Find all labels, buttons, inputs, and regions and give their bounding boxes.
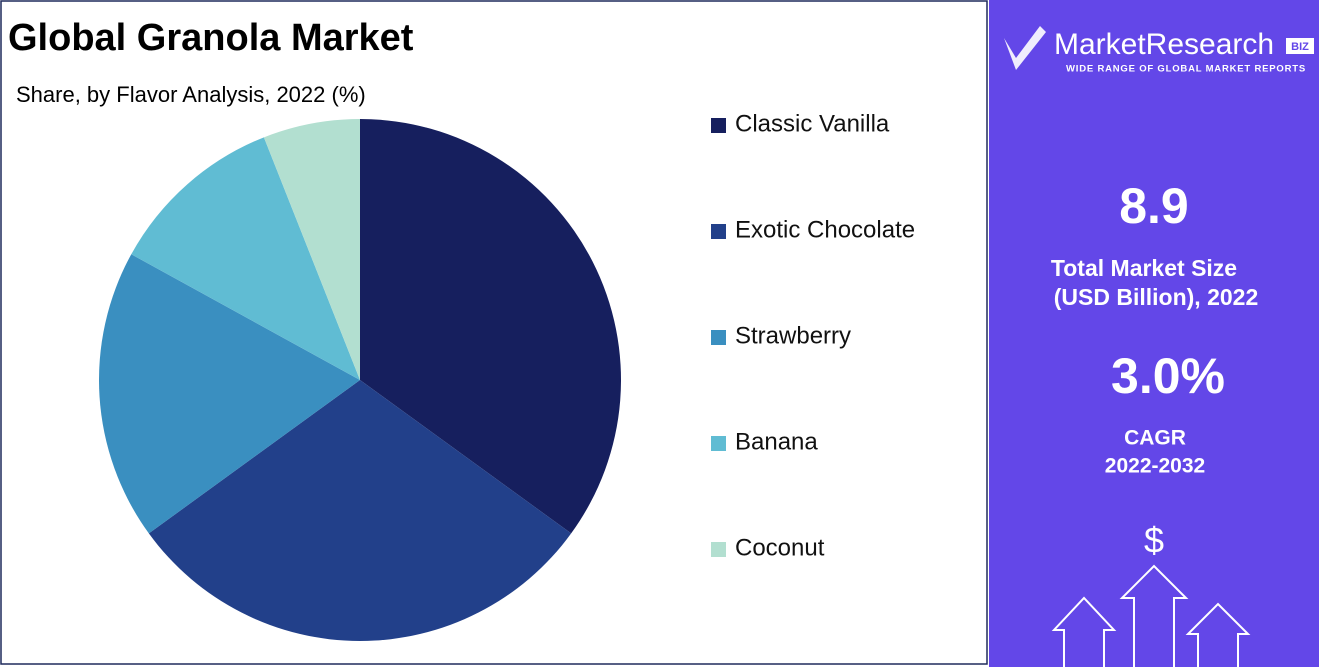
market-size-value: 8.9 <box>1119 178 1189 234</box>
legend-swatch <box>711 436 726 451</box>
brand-name: MarketResearch <box>1054 28 1274 61</box>
legend-swatch <box>711 118 726 133</box>
market-size-label: Total Market Size <box>1051 255 1237 281</box>
legend: Classic Vanilla Exotic Chocolate Strawberr… <box>711 110 915 561</box>
logo-mark <box>1004 26 1046 70</box>
pie <box>99 119 621 641</box>
chart-title: Global Granola Market <box>8 17 414 59</box>
pie-slice <box>360 119 621 534</box>
legend-label: Banana <box>735 428 818 455</box>
pie-slice <box>99 254 360 534</box>
cagr-label: CAGR <box>1124 427 1186 450</box>
pie-slice <box>263 119 360 380</box>
legend-swatch <box>711 224 726 239</box>
growth-arrows <box>1051 564 1251 667</box>
brand-badge-bg <box>1286 38 1314 54</box>
legend-label: Coconut <box>735 534 825 561</box>
legend-label: Classic Vanilla <box>735 110 890 137</box>
cagr-value: 3.0% <box>1111 348 1225 404</box>
cagr-period: 2022-2032 <box>1105 455 1205 478</box>
legend-label: Strawberry <box>735 322 851 349</box>
legend-swatch <box>711 330 726 345</box>
dollar-icon: $ <box>1144 520 1164 561</box>
legend-label: Exotic Chocolate <box>735 216 915 243</box>
pie-slice <box>131 137 360 380</box>
brand-badge: BIZ <box>1291 41 1309 53</box>
brand-tagline: WIDE RANGE OF GLOBAL MARKET REPORTS <box>1066 64 1306 75</box>
legend-swatch <box>711 542 726 557</box>
side-panel <box>989 0 1319 667</box>
chart-subtitle: Share, by Flavor Analysis, 2022 (%) <box>16 82 366 107</box>
market-size-label: (USD Billion), 2022 <box>1054 284 1258 310</box>
pie-slice <box>148 380 572 641</box>
